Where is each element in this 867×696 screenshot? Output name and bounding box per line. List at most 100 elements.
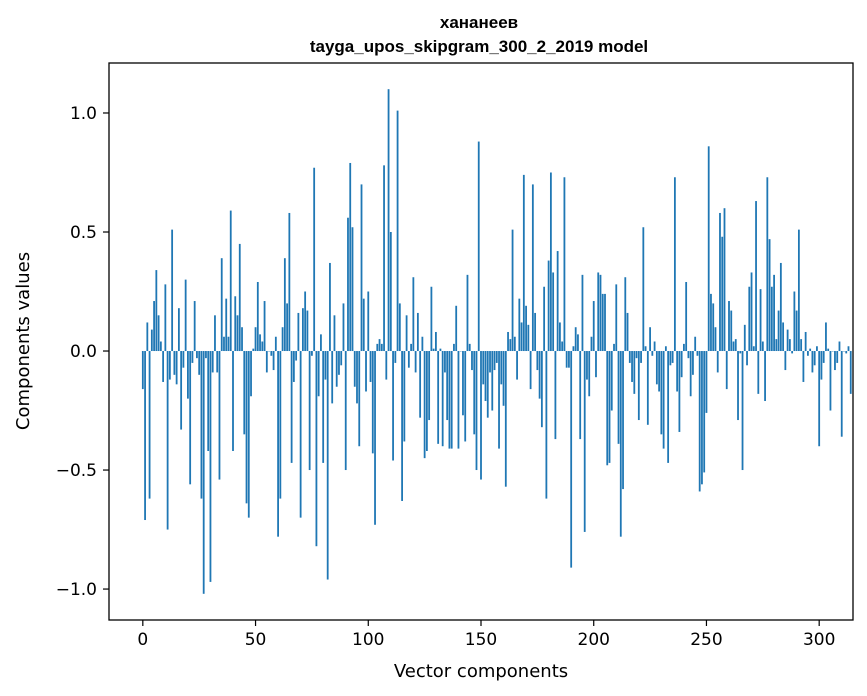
bar-component-213 bbox=[622, 351, 624, 490]
bar-component-221 bbox=[640, 351, 642, 363]
bar-component-206 bbox=[606, 351, 609, 466]
bar-component-47 bbox=[247, 351, 250, 518]
bar-component-44 bbox=[241, 327, 243, 352]
bar-component-262 bbox=[732, 341, 735, 352]
bar-component-149 bbox=[477, 141, 480, 352]
bar-component-152 bbox=[484, 351, 487, 402]
bar-component-0 bbox=[141, 351, 144, 390]
x-axis-ticks: 0 50 100 150 200 250 300 bbox=[137, 620, 835, 650]
bar-component-225 bbox=[649, 327, 651, 352]
bar-component-303 bbox=[825, 322, 827, 352]
bar-component-268 bbox=[746, 351, 748, 366]
bar-component-298 bbox=[813, 351, 816, 366]
bar-component-267 bbox=[743, 324, 746, 352]
bar-component-46 bbox=[245, 351, 248, 504]
bar-component-251 bbox=[707, 146, 710, 352]
bar-component-73 bbox=[306, 310, 309, 352]
bar-component-283 bbox=[779, 262, 782, 352]
bar-component-161 bbox=[504, 351, 507, 487]
bar-component-147 bbox=[473, 351, 476, 435]
bar-component-196 bbox=[583, 351, 586, 532]
bar-component-14 bbox=[173, 351, 176, 375]
bar-component-269 bbox=[748, 286, 751, 352]
bar-component-93 bbox=[351, 227, 354, 352]
bar-component-280 bbox=[773, 274, 775, 352]
bar-component-219 bbox=[635, 351, 638, 359]
bar-component-185 bbox=[559, 322, 561, 352]
bar-component-245 bbox=[694, 336, 697, 352]
bar-component-42 bbox=[236, 315, 239, 352]
bar-component-168 bbox=[520, 322, 523, 352]
bar-component-27 bbox=[202, 351, 205, 594]
bar-component-242 bbox=[687, 351, 690, 359]
bar-component-243 bbox=[689, 351, 692, 397]
bar-component-83 bbox=[329, 262, 331, 352]
bar-component-126 bbox=[425, 351, 428, 451]
bar-component-173 bbox=[531, 184, 534, 352]
bar-component-244 bbox=[692, 351, 694, 375]
bar-component-174 bbox=[534, 312, 537, 352]
x-tick-label: 150 bbox=[465, 630, 497, 650]
bar-component-21 bbox=[189, 351, 192, 485]
bar-component-163 bbox=[509, 339, 512, 352]
bar-component-190 bbox=[570, 351, 573, 568]
bar-component-197 bbox=[586, 351, 588, 380]
bar-component-211 bbox=[617, 351, 620, 444]
bar-component-252 bbox=[710, 293, 712, 352]
bar-component-216 bbox=[628, 351, 631, 363]
bar-component-284 bbox=[782, 322, 785, 352]
bar-component-281 bbox=[775, 339, 778, 352]
bar-component-82 bbox=[326, 351, 329, 580]
bar-component-260 bbox=[728, 301, 730, 352]
bar-component-223 bbox=[644, 346, 647, 352]
bar-component-72 bbox=[304, 291, 307, 352]
bar-component-6 bbox=[155, 270, 158, 352]
bar-component-68 bbox=[295, 351, 298, 361]
bar-component-246 bbox=[696, 351, 699, 356]
bar-component-118 bbox=[407, 351, 410, 368]
bar-component-248 bbox=[701, 351, 703, 485]
bar-component-75 bbox=[311, 351, 313, 356]
bar-component-292 bbox=[800, 339, 803, 352]
bar-component-140 bbox=[457, 351, 460, 449]
bar-component-229 bbox=[658, 351, 661, 392]
bar-component-50 bbox=[254, 327, 257, 352]
bar-component-184 bbox=[556, 251, 559, 352]
bar-component-247 bbox=[698, 351, 701, 492]
bars-group bbox=[141, 89, 852, 594]
bar-component-90 bbox=[344, 351, 347, 471]
bar-component-71 bbox=[301, 308, 304, 352]
bar-component-182 bbox=[552, 272, 555, 352]
bar-component-26 bbox=[200, 351, 203, 499]
bar-component-15 bbox=[175, 351, 178, 385]
bar-component-255 bbox=[716, 351, 719, 373]
bar-component-155 bbox=[491, 351, 494, 411]
bar-component-295 bbox=[807, 351, 809, 356]
bar-component-232 bbox=[664, 346, 667, 352]
bar-component-98 bbox=[362, 298, 365, 352]
bar-component-313 bbox=[847, 346, 850, 352]
bar-component-291 bbox=[797, 229, 800, 352]
bar-component-191 bbox=[572, 346, 575, 352]
bar-component-137 bbox=[450, 351, 453, 449]
bar-component-231 bbox=[662, 351, 665, 449]
bar-component-63 bbox=[283, 258, 286, 352]
bar-component-136 bbox=[448, 351, 451, 449]
bar-component-171 bbox=[527, 324, 530, 352]
bar-component-175 bbox=[536, 351, 539, 371]
bar-component-89 bbox=[342, 303, 345, 352]
bar-component-285 bbox=[784, 351, 787, 371]
bar-component-201 bbox=[595, 351, 597, 378]
bar-component-87 bbox=[338, 351, 340, 375]
bar-component-43 bbox=[238, 243, 241, 352]
bar-component-177 bbox=[540, 351, 543, 428]
bar-component-151 bbox=[482, 351, 485, 385]
bar-component-274 bbox=[759, 289, 762, 352]
bar-component-23 bbox=[193, 301, 196, 352]
y-tick-label: 1.0 bbox=[70, 104, 97, 124]
bar-component-200 bbox=[592, 301, 595, 352]
y-axis-label: Components values bbox=[13, 252, 34, 430]
bar-component-112 bbox=[394, 351, 397, 363]
bar-component-162 bbox=[507, 331, 509, 352]
bar-component-239 bbox=[680, 351, 683, 378]
